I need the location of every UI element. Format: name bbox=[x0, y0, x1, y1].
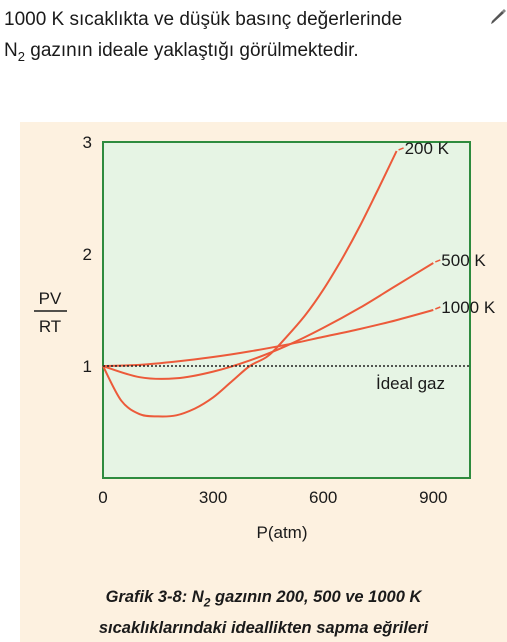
x-tick-label: 300 bbox=[199, 488, 227, 507]
series-line-200-k bbox=[102, 150, 398, 418]
caption-line-2: sıcaklıklarındaki ideallikten sapma eğri… bbox=[98, 619, 429, 638]
y-tick-label: 3 bbox=[83, 133, 92, 152]
intro-rest: gazının ideale yaklaştığı görülmektedir. bbox=[24, 40, 359, 61]
x-tick-label: 900 bbox=[419, 488, 447, 507]
intro-text: 1000 K sıcaklıkta ve düşük basınç değerl… bbox=[4, 4, 504, 72]
y-axis-label-denominator: RT bbox=[39, 317, 61, 336]
figure-caption: Grafik 3-8: N2 gazının 200, 500 ve 1000 … bbox=[20, 584, 507, 641]
pencil-icon bbox=[491, 9, 506, 24]
series-leader-1000-k bbox=[435, 306, 441, 310]
series-label-1000-k: 1000 K bbox=[441, 298, 496, 317]
y-tick-label: 2 bbox=[83, 245, 92, 264]
y-tick-label: 1 bbox=[83, 357, 92, 376]
series-line-1000-k bbox=[102, 309, 434, 367]
y-axis-label-numerator: PV bbox=[39, 289, 62, 308]
series-leader-200-k bbox=[398, 147, 404, 151]
intro-n: N bbox=[4, 40, 18, 61]
intro-line-1: 1000 K sıcaklıkta ve düşük basınç değerl… bbox=[4, 9, 403, 30]
plot-area bbox=[102, 141, 471, 479]
series-label-500-k: 500 K bbox=[441, 251, 486, 270]
x-axis-label: P(atm) bbox=[257, 523, 308, 542]
caption-subscript: 2 bbox=[203, 595, 211, 610]
intro-subscript: 2 bbox=[17, 48, 25, 64]
series-label-i-deal-gaz: İdeal gaz bbox=[376, 374, 445, 393]
caption-rest: gazının 200, 500 ve 1000 K bbox=[210, 588, 422, 606]
series-leader-500-k bbox=[435, 259, 441, 263]
x-tick-label: 0 bbox=[98, 488, 107, 507]
caption-prefix: Grafik 3-8: N bbox=[105, 588, 204, 606]
x-tick-label: 600 bbox=[309, 488, 337, 507]
caption-line-1: Grafik 3-8: N2 gazının 200, 500 ve 1000 … bbox=[20, 584, 507, 615]
intro-line-2: N2 gazının ideale yaklaştığı görülmekted… bbox=[4, 35, 504, 72]
series-label-200-k: 200 K bbox=[405, 139, 450, 158]
series-line-500-k bbox=[102, 262, 434, 380]
